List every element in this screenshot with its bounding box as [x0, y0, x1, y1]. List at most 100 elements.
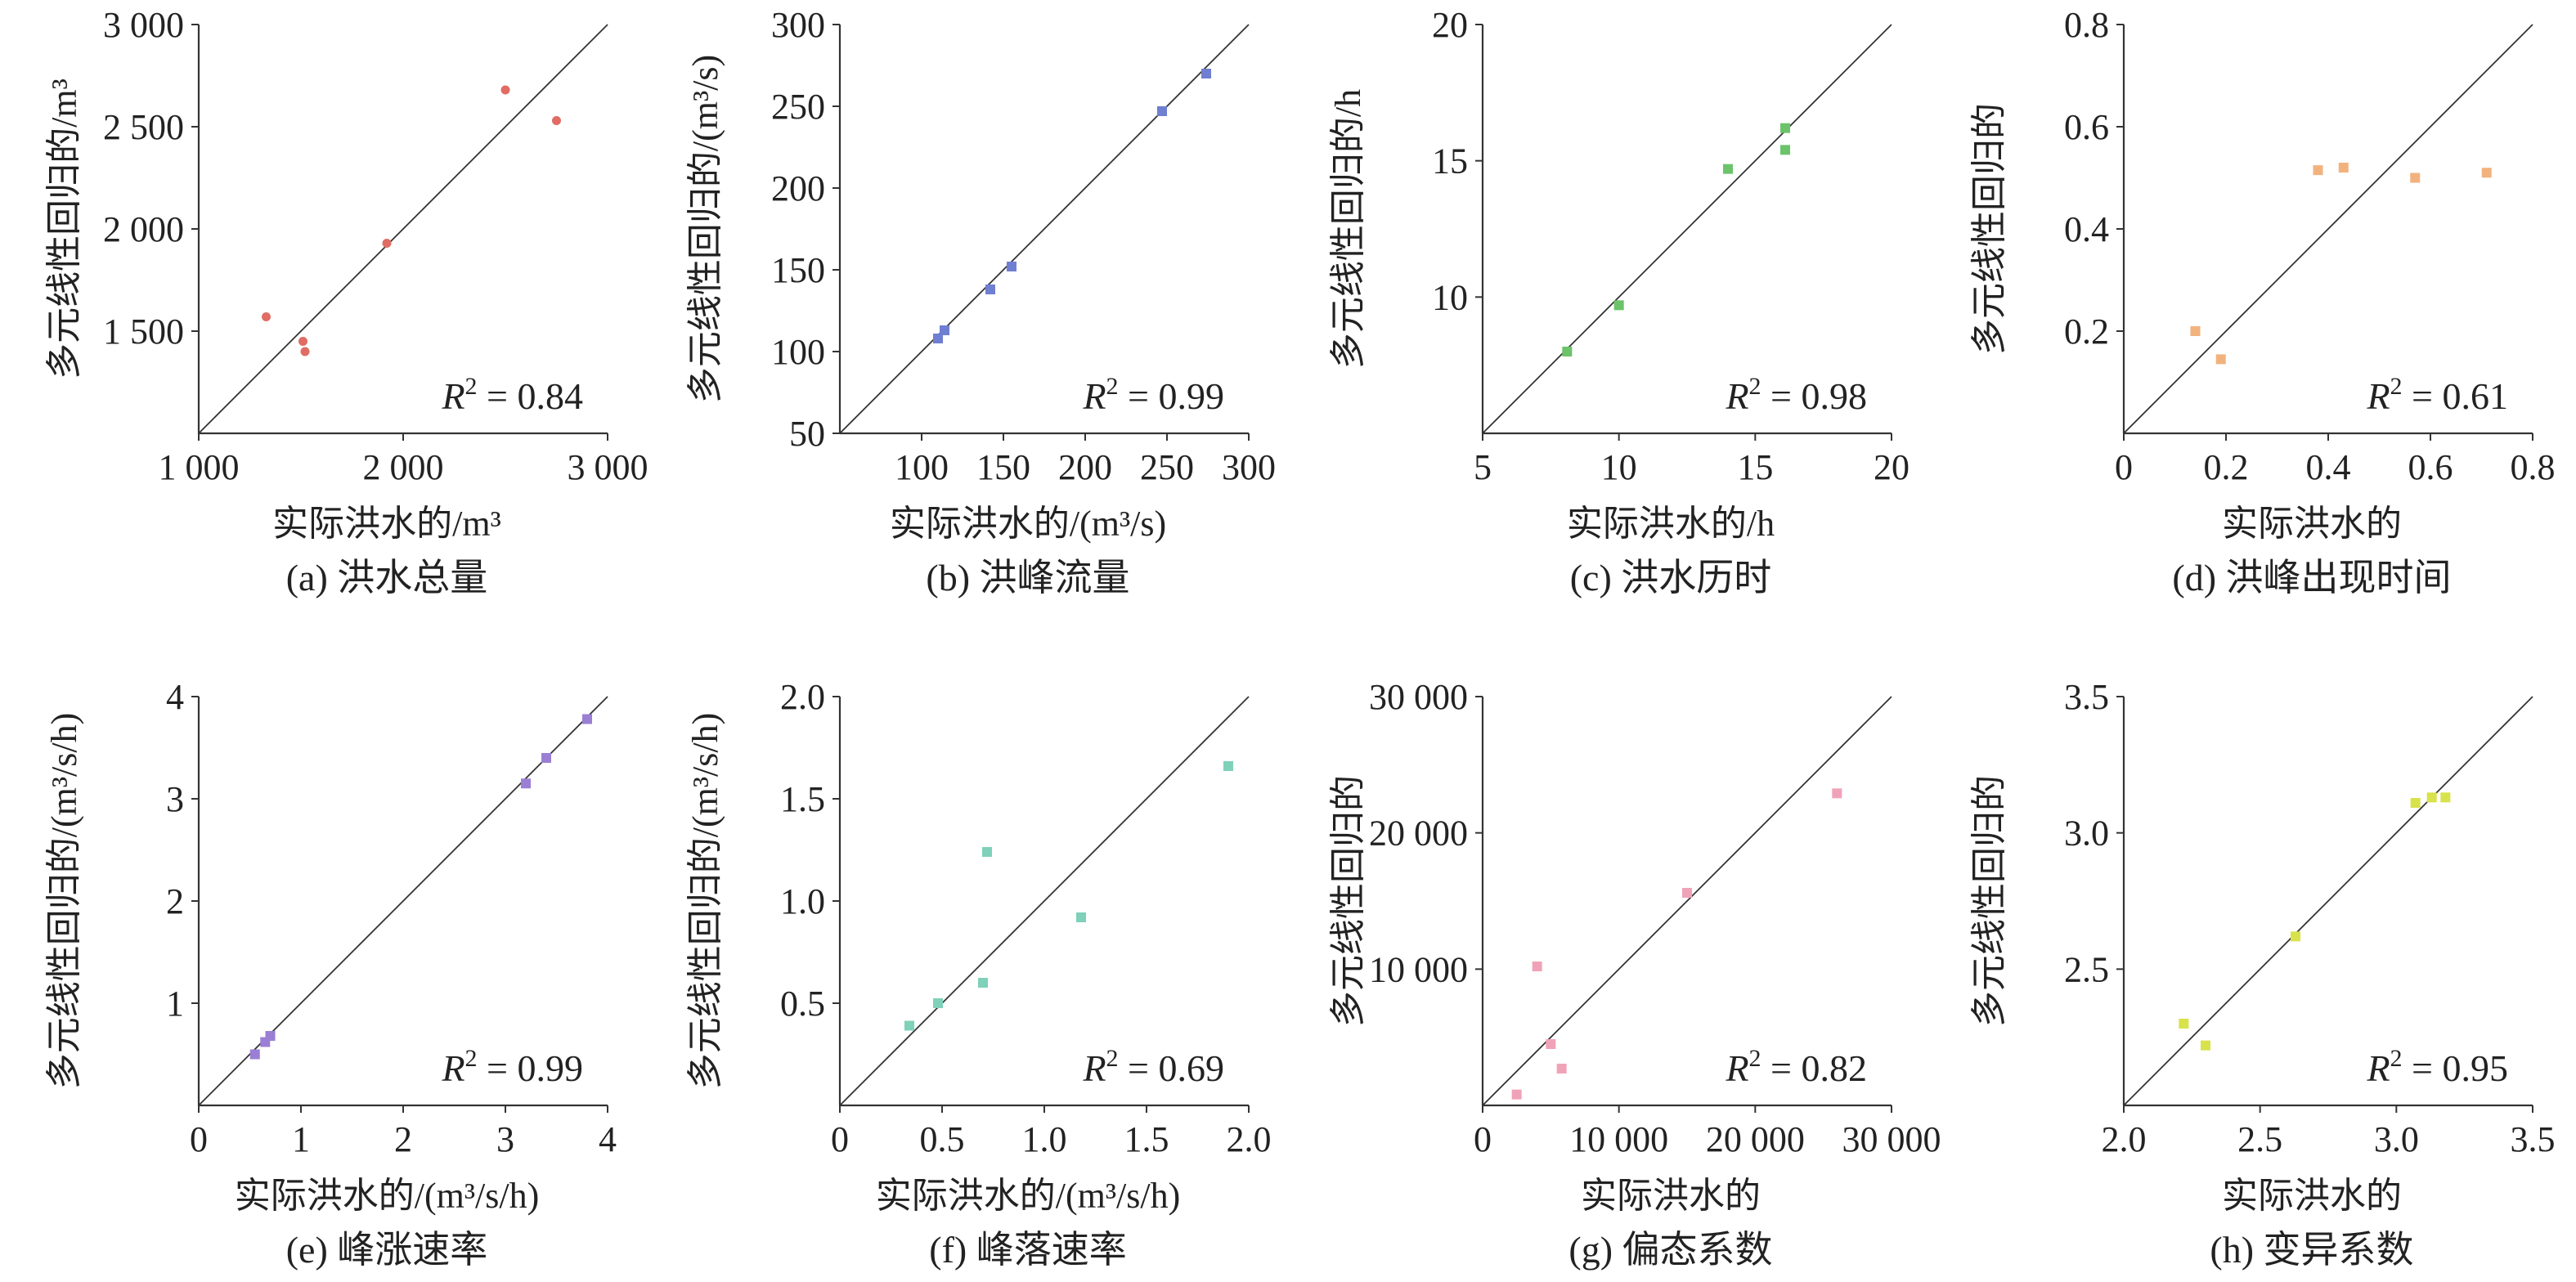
x-tick-label: 200: [1058, 447, 1112, 487]
x-tick-label: 0.5: [920, 1119, 965, 1159]
panel-f: 0 0.5 1.0 1.5 2.0 0.5 1.0 1.5 2.0 实际洪水的/(m³/s/h) 多…: [685, 677, 1272, 1271]
data-point: [300, 347, 310, 356]
y-tick-label: 0.5: [780, 984, 825, 1024]
x-tick-label: 5: [1474, 447, 1492, 487]
panel-b: 100 150 200 250 300 50 100 150 200 250 300 实际洪水的/(m…: [685, 5, 1276, 598]
y-tick-label: 3.5: [2064, 677, 2109, 717]
data-point: [1780, 123, 1790, 133]
y-tick-label: 250: [771, 87, 825, 127]
y-tick-label: 0.6: [2064, 107, 2109, 147]
data-point: [1007, 262, 1016, 271]
r-squared-equals: =: [1761, 1047, 1802, 1089]
r-squared-value: 0.99: [518, 1047, 584, 1089]
r-squared-symbol: R: [2366, 1047, 2390, 1089]
data-point: [2338, 163, 2349, 173]
r-squared-value: 0.98: [1802, 375, 1868, 417]
panel-caption: (h) 变异系数: [2210, 1229, 2413, 1271]
r-squared-equals: =: [1761, 375, 1802, 417]
panel-caption: (b) 洪峰流量: [926, 557, 1129, 598]
y-tick-label: 1.5: [780, 779, 825, 819]
data-point: [541, 753, 551, 763]
y-axis-title: 多元线性回归的/(m³/s/h): [685, 713, 725, 1090]
y-tick-label: 0.8: [2064, 5, 2109, 45]
x-tick-label: 20: [1874, 447, 1910, 487]
x-tick-label: 1: [292, 1119, 310, 1159]
y-tick-label: 0.4: [2064, 209, 2109, 249]
x-tick-label: 1.0: [1022, 1119, 1067, 1159]
y-axis-title: 多元线性回归的/(m³/s): [685, 55, 725, 403]
r-squared-symbol: R: [1725, 1047, 1748, 1089]
r-squared-exponent: 2: [1106, 373, 1119, 400]
y-tick-label: 10 000: [1369, 949, 1468, 989]
r-squared-symbol: R: [1082, 375, 1106, 417]
data-point: [985, 285, 995, 294]
r-squared-equals: =: [478, 375, 518, 417]
r-squared-symbol: R: [2366, 375, 2390, 417]
r-squared-value: 0.84: [518, 375, 584, 417]
data-point: [940, 325, 949, 335]
data-point: [1723, 164, 1733, 174]
data-point: [1223, 761, 1233, 771]
r-squared-exponent: 2: [1106, 1045, 1119, 1072]
data-point: [933, 998, 943, 1008]
panel-caption: (g) 偏态系数: [1568, 1229, 1772, 1271]
data-point: [1546, 1039, 1556, 1049]
r-squared-annotation: R2 = 0.99: [441, 1045, 583, 1089]
r-squared-annotation: R2 = 0.69: [1082, 1045, 1224, 1089]
x-tick-label: 0.2: [2204, 447, 2249, 487]
data-point: [1511, 1089, 1522, 1100]
panel-caption: (d) 洪峰出现时间: [2172, 557, 2451, 598]
reference-line-y-equals-x: [2123, 696, 2533, 1106]
panel-caption: (e) 峰涨速率: [286, 1229, 488, 1271]
y-tick-label: 2.0: [780, 677, 825, 717]
data-point: [382, 239, 392, 248]
panel-d: 0 0.2 0.4 0.6 0.8 0.2 0.4 0.6 0.8 实际洪水的 多元线性回归的 R2 …: [1969, 5, 2556, 598]
y-tick-label: 2: [166, 881, 184, 921]
data-point: [582, 714, 592, 724]
x-tick-label: 3: [496, 1119, 514, 1159]
x-tick-label: 15: [1737, 447, 1773, 487]
x-tick-label: 250: [1140, 447, 1194, 487]
panel-c: 5 10 15 20 10 15 20 实际洪水的/h 多元线性回归的/h R2 = 0.98 (c…: [1328, 5, 1910, 598]
r-squared-value: 0.82: [1802, 1047, 1868, 1089]
x-axis-title: 实际洪水的/(m³/s): [890, 504, 1166, 544]
y-tick-label: 100: [771, 332, 825, 372]
y-tick-label: 2 000: [103, 209, 184, 249]
panel-e: 0 1 2 3 4 1 2 3 4 实际洪水的/(m³/s/h) 多元线性回归的/(m³/s/h) R…: [44, 677, 617, 1271]
y-tick-label: 1 500: [103, 312, 184, 352]
data-point: [2291, 931, 2300, 942]
x-tick-label: 300: [1222, 447, 1276, 487]
panel-caption: (f) 峰落速率: [929, 1229, 1126, 1271]
x-tick-label: 10: [1601, 447, 1637, 487]
y-axis-title: 多元线性回归的/h: [1328, 89, 1368, 369]
x-tick-label: 2.0: [1227, 1119, 1272, 1159]
r-squared-annotation: R2 = 0.98: [1725, 373, 1867, 417]
y-tick-label: 0.2: [2064, 312, 2109, 352]
data-point: [1201, 69, 1211, 78]
r-squared-equals: =: [1119, 375, 1159, 417]
x-tick-label: 100: [895, 447, 949, 487]
r-squared-value: 0.61: [2443, 375, 2509, 417]
x-tick-label: 3.0: [2374, 1119, 2419, 1159]
r-squared-annotation: R2 = 0.61: [2366, 373, 2508, 417]
x-tick-label: 10 000: [1569, 1119, 1668, 1159]
x-tick-label: 4: [599, 1119, 617, 1159]
reference-line-y-equals-x: [839, 696, 1250, 1106]
y-tick-label: 3: [166, 779, 184, 819]
x-axis-title: 实际洪水的: [2222, 504, 2402, 544]
reference-line-y-equals-x: [1482, 696, 1892, 1106]
r-squared-annotation: R2 = 0.82: [1725, 1045, 1867, 1089]
data-point: [2215, 354, 2226, 365]
r-squared-exponent: 2: [2390, 1045, 2403, 1072]
x-tick-label: 0.8: [2511, 447, 2556, 487]
r-squared-equals: =: [1119, 1047, 1159, 1089]
x-tick-label: 3 000: [568, 447, 648, 487]
data-point: [1780, 145, 1790, 155]
reference-line-y-equals-x: [2123, 24, 2533, 434]
y-tick-label: 3.0: [2064, 814, 2109, 854]
r-squared-exponent: 2: [1749, 1045, 1761, 1072]
data-point: [1532, 961, 1542, 971]
x-axis-title: 实际洪水的: [1581, 1176, 1761, 1216]
x-tick-label: 2.5: [2237, 1119, 2282, 1159]
